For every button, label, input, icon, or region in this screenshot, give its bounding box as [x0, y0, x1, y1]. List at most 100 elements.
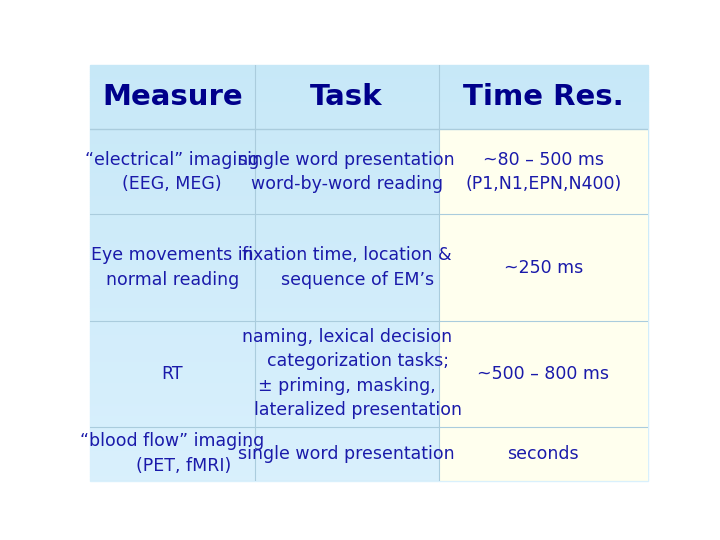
Bar [90, 214, 648, 217]
Bar [90, 364, 648, 366]
Bar [90, 308, 648, 310]
Bar [90, 322, 648, 325]
Bar [90, 256, 648, 258]
Text: RT: RT [161, 364, 183, 382]
Bar [90, 238, 648, 239]
Bar [90, 148, 648, 150]
Bar [90, 352, 648, 354]
Bar [90, 368, 648, 370]
Text: “electrical” imaging
(EEG, MEG): “electrical” imaging (EEG, MEG) [85, 151, 259, 193]
Bar [90, 294, 648, 295]
Bar [90, 77, 648, 79]
Bar [90, 302, 648, 304]
Bar [90, 406, 648, 408]
Bar [90, 472, 648, 474]
Bar [90, 337, 648, 339]
Bar [90, 125, 648, 127]
Bar [90, 435, 648, 437]
Bar [90, 331, 648, 333]
Bar [90, 194, 648, 196]
Bar [90, 354, 648, 356]
Bar [90, 92, 648, 94]
Bar [90, 349, 648, 352]
Bar [90, 458, 648, 460]
Bar [90, 306, 648, 308]
Bar [90, 333, 648, 335]
Bar [90, 177, 648, 179]
Bar [90, 346, 648, 348]
Bar [90, 325, 648, 327]
Bar [90, 84, 648, 85]
Bar [90, 175, 648, 177]
Bar [90, 424, 648, 427]
Bar [90, 395, 648, 397]
Bar [90, 244, 648, 246]
Bar [90, 138, 648, 140]
Bar [90, 446, 648, 447]
Bar [90, 312, 648, 314]
Bar [90, 400, 648, 402]
Bar [90, 71, 648, 73]
Bar [90, 273, 648, 275]
Bar [90, 150, 648, 152]
Bar [90, 410, 648, 412]
Bar [90, 225, 648, 227]
Bar [90, 358, 648, 360]
Bar [90, 412, 648, 414]
Bar [90, 329, 648, 331]
Bar [90, 113, 648, 114]
Bar [90, 227, 648, 229]
Bar [90, 300, 648, 302]
Bar [90, 73, 648, 75]
Bar [90, 437, 648, 439]
Bar [90, 82, 648, 84]
Bar [90, 231, 648, 233]
Bar [90, 187, 648, 190]
Bar [90, 133, 648, 136]
Bar [90, 204, 648, 206]
Bar [90, 281, 648, 283]
Bar [90, 339, 648, 341]
Bar [90, 85, 648, 87]
Bar [90, 173, 648, 175]
Bar [90, 462, 648, 464]
Bar [90, 246, 648, 248]
Text: single word presentation: single word presentation [238, 444, 455, 463]
Bar [90, 289, 648, 292]
Text: seconds: seconds [508, 444, 579, 463]
Bar [90, 468, 648, 470]
Bar [90, 310, 648, 312]
Bar [90, 295, 648, 298]
Text: ~80 – 500 ms
(P1,N1,EPN,N400): ~80 – 500 ms (P1,N1,EPN,N400) [465, 151, 621, 193]
Bar [90, 152, 648, 154]
Text: single word presentation
word-by-word reading: single word presentation word-by-word re… [238, 151, 455, 193]
Bar [90, 67, 648, 69]
Bar [90, 217, 648, 219]
Bar [90, 87, 648, 90]
Bar [90, 466, 648, 468]
Bar [90, 79, 648, 82]
Bar [90, 268, 648, 271]
Bar [90, 319, 648, 321]
Text: Measure: Measure [102, 83, 243, 111]
Bar [90, 377, 648, 379]
Bar [90, 335, 648, 337]
Bar [90, 239, 648, 241]
Text: fixation time, location &
    sequence of EM’s: fixation time, location & sequence of EM… [242, 246, 451, 289]
Bar [90, 375, 648, 377]
Bar [90, 414, 648, 416]
Bar [90, 420, 648, 422]
Bar [90, 260, 648, 262]
Bar [90, 362, 648, 364]
Bar [90, 252, 648, 254]
Bar [90, 163, 648, 165]
Bar [90, 370, 648, 373]
Bar [90, 283, 648, 285]
Bar [90, 447, 648, 449]
Bar [90, 391, 648, 393]
Bar [90, 258, 648, 260]
Bar [90, 449, 648, 451]
Bar [90, 221, 648, 223]
Bar [90, 208, 648, 210]
Bar [90, 460, 648, 462]
